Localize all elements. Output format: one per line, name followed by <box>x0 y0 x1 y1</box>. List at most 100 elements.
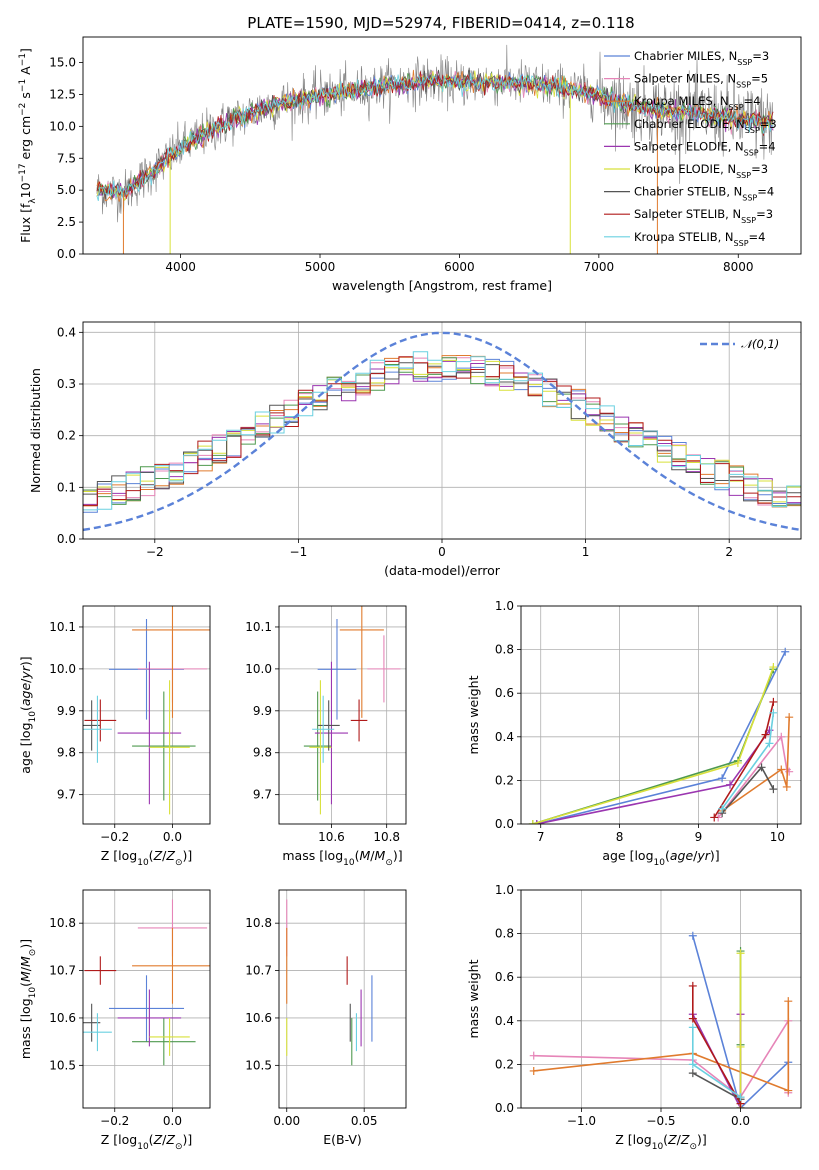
legend-sub: SSP <box>729 103 744 112</box>
label-part: −1 <box>18 53 28 66</box>
y-axis-label: age [log10(age/yr)] <box>18 656 38 773</box>
y-tick-label: 9.7 <box>57 788 76 802</box>
weight-marker <box>688 981 697 990</box>
legend-sub: SSP <box>734 238 749 247</box>
legend: Chabrier MILES, NSSP=3 Salpeter MILES, N S… <box>604 49 777 247</box>
errorbar-point <box>339 606 384 718</box>
legend-value: =4 <box>757 185 774 199</box>
legend-label: Chabrier MILES, NSSP=3 <box>634 49 769 67</box>
label-part: / <box>18 678 33 683</box>
x-tick-label: 9 <box>695 830 703 844</box>
errorbar-point <box>149 680 190 815</box>
x-tick-label: 7 <box>537 830 545 844</box>
legend-name: Salpeter MILES, N <box>634 72 736 86</box>
errorbar-point <box>117 989 182 1047</box>
weight-marker <box>718 774 727 783</box>
x-axis-label: Z [log10(Z/Z⊙)] <box>101 848 193 868</box>
weight-marker <box>736 1093 745 1102</box>
y-tick-label: 0.0 <box>495 1101 514 1115</box>
label-part: −2 <box>18 103 28 116</box>
label-part: 10 <box>28 987 38 999</box>
x-tick-label: 2 <box>725 545 733 559</box>
y-tick-label: 0.6 <box>495 686 514 700</box>
weight-series-line <box>692 935 789 1108</box>
label-part: ( <box>663 1132 668 1147</box>
normal-distribution-curve <box>83 331 801 532</box>
x-tick-label: −2 <box>146 545 164 559</box>
y-tick-label: 15.0 <box>49 56 76 70</box>
legend-value: =3 <box>756 207 773 221</box>
legend-label: Chabrier STELIB, NSSP=4 <box>634 185 774 203</box>
weight-marker <box>726 780 735 789</box>
label-part: mass [log <box>18 998 33 1059</box>
weight-marker <box>769 708 778 717</box>
x-tick-label: −1.0 <box>567 1114 596 1128</box>
y-tick-label: 10.5 <box>49 1058 76 1072</box>
y-tick-label: 0.4 <box>495 730 514 744</box>
errorbar-point <box>132 691 196 801</box>
label-part: )] <box>393 848 403 863</box>
x-tick-label: 0.0 <box>163 1114 182 1128</box>
label-part: erg cm <box>18 116 33 164</box>
residual-histogram <box>83 351 801 511</box>
weight-marker <box>769 697 778 706</box>
weight-marker <box>777 765 786 774</box>
weight-marker <box>529 1066 538 1075</box>
errorbar-point <box>83 1013 112 1052</box>
plot-area <box>83 606 210 815</box>
x-tick-label: 0.0 <box>163 830 182 844</box>
y-axis-label: Normed distribution <box>28 368 43 493</box>
label-part: Z <box>165 1132 175 1147</box>
label-part: M <box>360 848 371 863</box>
legend-name: Salpeter ELODIE, N <box>634 139 744 153</box>
label-part: Normed distribution <box>28 368 43 493</box>
weight-series-line <box>692 1072 741 1101</box>
y-tick-label: 9.9 <box>57 704 76 718</box>
label-part: )] <box>710 848 720 863</box>
y-tick-label: 10.0 <box>49 119 76 133</box>
x-axis-label: Z [log10(Z/Z⊙)] <box>101 1132 193 1152</box>
label-part: mass weight <box>466 675 481 754</box>
y-axis-label: mass [log10(M/M⊙)] <box>18 939 38 1059</box>
plot-area <box>529 931 793 1108</box>
y-tick-label: 0.3 <box>57 377 76 391</box>
errorbar-point <box>117 661 182 805</box>
label-part: yr <box>18 665 33 679</box>
y-tick-label: 0.0 <box>57 532 76 546</box>
y-tick-label: 2.5 <box>57 215 76 229</box>
label-part: / <box>162 1132 167 1147</box>
label-part: −1 <box>18 79 28 92</box>
y-axis-label: mass weight <box>466 959 481 1038</box>
weight-marker <box>736 1042 745 1051</box>
label-part: )] <box>182 1132 192 1147</box>
label-part: A <box>18 66 33 79</box>
weight-marker <box>769 785 778 794</box>
label-part: Z <box>680 1132 690 1147</box>
panel-mass-vs-EBV: 0.00 0.05 10.5 10.6 10.7 10.8 E(B-V) <box>245 889 407 1147</box>
label-part: E(B-V) <box>323 1132 362 1147</box>
label-part: ⊙ <box>175 858 183 868</box>
y-tick-label: 0.8 <box>495 643 514 657</box>
y-tick-label: 0.1 <box>57 480 76 494</box>
x-tick-label: 5000 <box>305 260 336 274</box>
label-part: ⊙ <box>28 949 38 957</box>
label-part: Flux [f <box>18 203 33 243</box>
axes-frame <box>520 889 802 1109</box>
y-tick-label: 10.5 <box>245 1058 272 1072</box>
legend-value: =4 <box>744 94 761 108</box>
label-part: / <box>677 1132 682 1147</box>
legend-value: =5 <box>751 72 768 86</box>
label-part: / <box>693 848 698 863</box>
y-axis-label: mass weight <box>466 675 481 754</box>
weight-marker <box>528 820 537 824</box>
label-part: mass weight <box>466 959 481 1038</box>
label-part: mass [log <box>282 848 343 863</box>
label-part: 10 <box>137 1142 149 1152</box>
label-part: age [log <box>18 722 33 773</box>
x-tick-label: 1 <box>582 545 590 559</box>
label-part: Z <box>153 848 163 863</box>
legend-name: Salpeter STELIB, N <box>634 207 741 221</box>
label-part: )] <box>697 1132 707 1147</box>
y-tick-label: 7.5 <box>57 151 76 165</box>
